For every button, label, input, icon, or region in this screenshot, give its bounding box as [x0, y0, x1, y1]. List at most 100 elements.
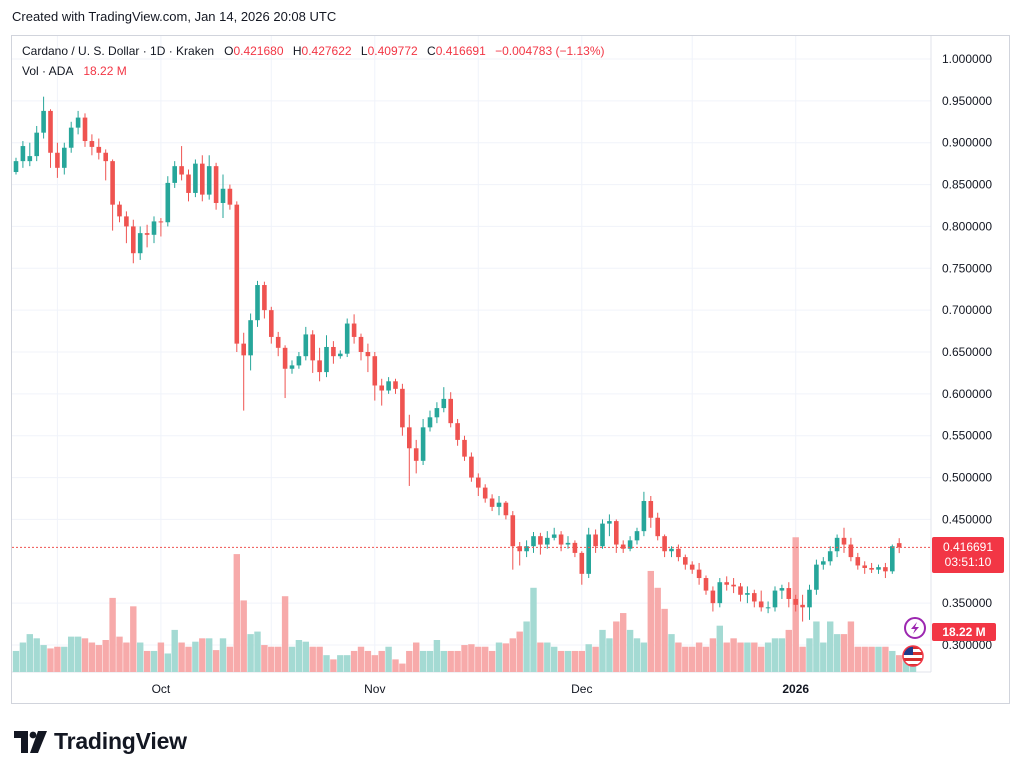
volume-bar — [68, 636, 75, 672]
candle-body — [344, 323, 350, 354]
candlestick-chart[interactable]: 1.000000 0.950000 0.900000 0.850000 0.800000… — [12, 36, 1010, 704]
volume-bar — [440, 650, 447, 672]
candle-body — [310, 334, 315, 361]
candle-body — [158, 221, 164, 223]
candle-body — [331, 346, 336, 357]
volume-bar — [557, 650, 565, 672]
volume-bar — [240, 600, 247, 672]
candle-body — [206, 166, 212, 195]
volume-bar — [502, 643, 510, 672]
open-value: 0.421680 — [233, 44, 284, 58]
tradingview-brand[interactable]: TradingView — [14, 728, 187, 755]
high-label: H — [292, 44, 302, 58]
volume-label[interactable]: Vol · ADA — [22, 64, 74, 78]
volume-bar — [551, 646, 558, 672]
candle-body — [738, 586, 743, 595]
candle-body — [455, 423, 460, 440]
candle-body — [193, 163, 198, 193]
candle-body — [627, 540, 633, 549]
candle-body — [848, 544, 854, 558]
volume-bar — [482, 646, 489, 672]
candle-body — [75, 117, 81, 128]
candle-body — [565, 542, 571, 545]
last-volume-tag: 18.22 M — [932, 623, 996, 641]
candle-body — [586, 534, 591, 574]
candle-body — [482, 487, 488, 499]
candle-body — [82, 117, 88, 142]
volume-value: 18.22 M — [83, 64, 127, 78]
volume-bar — [695, 642, 703, 672]
candle-body — [172, 166, 177, 183]
price-axis[interactable]: 1.000000 0.950000 0.900000 0.850000 0.800000… — [942, 52, 992, 652]
volume-bar — [74, 636, 82, 672]
volume-bar — [758, 646, 765, 672]
volume-bar — [54, 646, 61, 672]
us-flag-icon[interactable] — [902, 645, 924, 667]
volume-bar — [730, 638, 737, 672]
candle-body — [676, 548, 681, 558]
volume-bar — [81, 638, 89, 672]
volume-bar — [288, 646, 296, 672]
candle-body — [572, 542, 578, 553]
candle-body — [793, 598, 798, 605]
volume-bar — [716, 625, 723, 672]
volume-bar — [509, 638, 516, 672]
time-axis[interactable]: Oct Nov Dec 2026 — [152, 682, 810, 696]
price-tick-label: 0.500000 — [942, 471, 992, 485]
volume-bar — [385, 646, 392, 672]
price-tick-label: 0.950000 — [942, 94, 992, 108]
close-value: 0.416691 — [435, 44, 486, 58]
candle-body — [241, 343, 246, 356]
candle-body — [496, 502, 502, 507]
bar-countdown: 03:51:10 — [944, 555, 992, 569]
volume-bar — [247, 634, 254, 672]
volume-bar — [764, 642, 772, 672]
price-tick-label: 0.550000 — [942, 429, 992, 443]
volume-bar — [433, 640, 441, 672]
volume-bar — [751, 642, 758, 672]
candle-body — [717, 582, 723, 604]
candle-body — [200, 163, 205, 195]
volume-bar — [544, 642, 551, 672]
created-with-text: Created with TradingView.com, Jan 14, 20… — [12, 9, 337, 24]
volume-row: Vol · ADA 18.22 M — [22, 64, 605, 84]
candle-body — [434, 408, 440, 418]
volume-bar — [350, 650, 358, 672]
volume-bar — [709, 638, 717, 672]
candle-body — [462, 439, 467, 457]
candle-body — [469, 456, 474, 478]
volume-bar — [475, 646, 482, 672]
candle-body — [227, 188, 233, 205]
volume-bar — [578, 650, 585, 672]
candle-body — [103, 152, 108, 162]
volume-bar — [868, 646, 875, 672]
volume-bar — [233, 554, 240, 672]
volume-bar — [192, 641, 199, 672]
candle-body — [476, 477, 481, 488]
volume-bar — [702, 646, 710, 672]
volume-bar — [150, 650, 158, 672]
candle-body — [151, 221, 157, 235]
open-label: O — [224, 44, 234, 58]
volume-bar — [571, 650, 579, 672]
candle-body — [862, 565, 867, 568]
candle-body — [786, 588, 792, 599]
volume-bar — [12, 650, 20, 672]
candle-body — [365, 352, 371, 357]
symbol-title[interactable]: Cardano / U. S. Dollar · 1D · Kraken — [22, 44, 215, 58]
candle-body — [420, 427, 426, 461]
volume-bar — [626, 629, 634, 672]
volume-bar — [130, 606, 137, 672]
volume-bar — [585, 644, 592, 672]
volume-bar — [316, 646, 323, 672]
volume-bar — [689, 646, 696, 672]
flash-icon[interactable] — [904, 617, 926, 639]
volume-bar — [778, 638, 786, 672]
candle-body — [55, 152, 60, 168]
high-value: 0.427622 — [301, 44, 352, 58]
candle-body — [648, 501, 654, 518]
volume-bar — [226, 646, 234, 672]
price-tick-label: 0.350000 — [942, 596, 992, 610]
time-tick-label: Dec — [571, 682, 592, 696]
candle-body — [413, 448, 419, 461]
